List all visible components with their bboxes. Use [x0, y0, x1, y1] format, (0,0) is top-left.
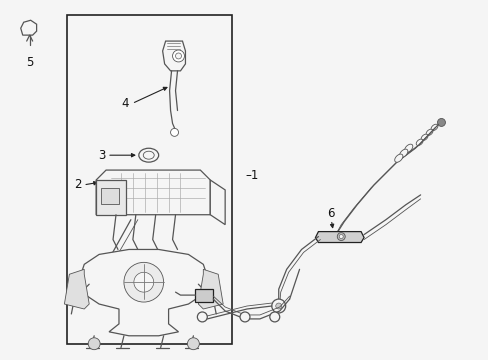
Ellipse shape [143, 151, 154, 159]
Polygon shape [64, 269, 89, 309]
Circle shape [187, 338, 199, 350]
Ellipse shape [139, 148, 158, 162]
Bar [67, 15, 232, 344]
Polygon shape [163, 41, 185, 71]
Polygon shape [79, 249, 208, 336]
Polygon shape [210, 180, 224, 225]
Circle shape [123, 262, 163, 302]
Bar [101, 188, 119, 204]
Circle shape [240, 312, 249, 322]
Circle shape [437, 118, 445, 126]
Text: 4: 4 [121, 97, 129, 110]
Text: 3: 3 [98, 149, 105, 162]
Circle shape [197, 312, 207, 322]
Circle shape [88, 338, 100, 350]
Polygon shape [315, 231, 364, 243]
Bar [195, 289, 213, 302]
Polygon shape [198, 269, 223, 309]
Ellipse shape [404, 144, 412, 152]
Ellipse shape [420, 134, 427, 140]
Circle shape [337, 233, 345, 240]
Polygon shape [96, 180, 126, 215]
Circle shape [175, 53, 181, 59]
Text: 6: 6 [327, 207, 334, 220]
Ellipse shape [399, 149, 407, 157]
Polygon shape [20, 20, 37, 35]
Circle shape [172, 50, 184, 62]
Circle shape [170, 129, 178, 136]
Text: 2: 2 [74, 179, 81, 192]
Ellipse shape [394, 154, 402, 162]
Text: –1: –1 [244, 168, 258, 181]
Circle shape [275, 303, 281, 309]
Text: 5: 5 [26, 56, 33, 69]
Circle shape [134, 272, 153, 292]
Circle shape [269, 312, 279, 322]
Ellipse shape [425, 129, 432, 136]
Circle shape [271, 299, 285, 313]
Ellipse shape [430, 124, 437, 131]
Circle shape [339, 235, 343, 239]
Ellipse shape [415, 139, 422, 145]
Polygon shape [96, 170, 210, 215]
